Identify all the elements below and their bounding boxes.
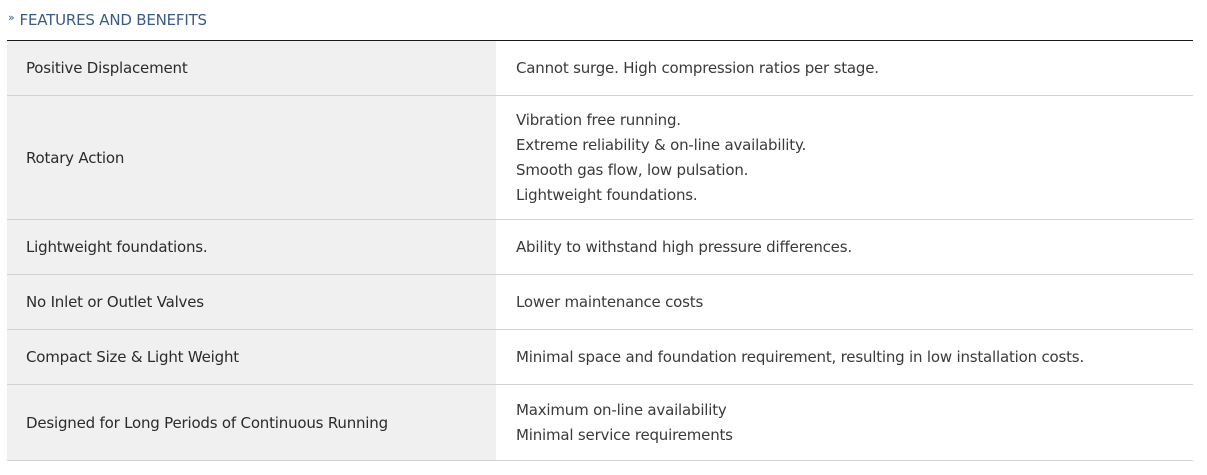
benefit-line: Smooth gas flow, low pulsation.: [516, 160, 749, 179]
section-header: » FEATURES AND BENEFITS: [8, 8, 207, 32]
benefit-line: Minimal space and foundation requirement…: [516, 347, 1084, 366]
benefit-line: Lower maintenance costs: [516, 292, 704, 311]
feature-cell: Designed for Long Periods of Continuous …: [7, 385, 496, 460]
benefit-cell: Minimal space and foundation requirement…: [496, 330, 1193, 384]
benefit-cell: Maximum on-line availability Minimal ser…: [496, 385, 1193, 460]
benefit-line: Minimal service requirements: [516, 425, 733, 444]
table-row: Compact Size & Light Weight Minimal spac…: [7, 330, 1193, 385]
double-chevron-right-icon: »: [8, 10, 15, 24]
section-title: FEATURES AND BENEFITS: [19, 11, 208, 29]
benefit-cell: Cannot surge. High compression ratios pe…: [496, 41, 1193, 95]
feature-cell: Positive Displacement: [7, 41, 496, 95]
benefit-line: Lightweight foundations.: [516, 185, 698, 204]
feature-cell: Lightweight foundations.: [7, 220, 496, 274]
table-row: Lightweight foundations. Ability to with…: [7, 220, 1193, 275]
table-row: Rotary Action Vibration free running. Ex…: [7, 96, 1193, 220]
benefit-cell: Lower maintenance costs: [496, 275, 1193, 329]
feature-cell: No Inlet or Outlet Valves: [7, 275, 496, 329]
benefit-cell: Ability to withstand high pressure diffe…: [496, 220, 1193, 274]
feature-cell: Rotary Action: [7, 96, 496, 219]
benefit-line: Cannot surge. High compression ratios pe…: [516, 58, 879, 77]
benefit-line: Ability to withstand high pressure diffe…: [516, 237, 852, 256]
feature-cell: Compact Size & Light Weight: [7, 330, 496, 384]
features-benefits-table: Positive Displacement Cannot surge. High…: [7, 40, 1193, 461]
table-row: Positive Displacement Cannot surge. High…: [7, 41, 1193, 96]
benefit-line: Maximum on-line availability: [516, 400, 727, 419]
benefit-line: Extreme reliability & on-line availabili…: [516, 135, 807, 154]
table-row: Designed for Long Periods of Continuous …: [7, 385, 1193, 461]
table-row: No Inlet or Outlet Valves Lower maintena…: [7, 275, 1193, 330]
benefit-cell: Vibration free running. Extreme reliabil…: [496, 96, 1193, 219]
benefit-line: Vibration free running.: [516, 110, 681, 129]
